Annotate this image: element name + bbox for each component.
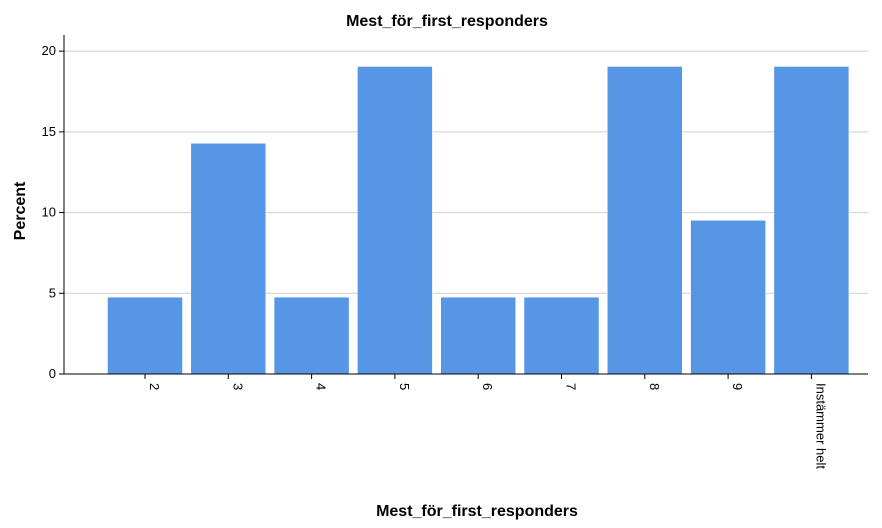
- x-tick-label: 2: [147, 383, 162, 390]
- bar: [523, 296, 600, 375]
- y-axis-ticks: 0 5 10 15 20: [42, 43, 64, 381]
- bar: [773, 66, 850, 375]
- bar: [190, 143, 267, 375]
- x-tick-label: 5: [397, 383, 412, 390]
- x-axis-title: Mest_för_first_responders: [376, 503, 578, 520]
- x-tick-label: Instämmer helt: [813, 383, 828, 469]
- chart-title: Mest_för_first_responders: [346, 13, 548, 30]
- x-tick-label: 9: [730, 383, 745, 390]
- bar: [440, 296, 516, 375]
- y-axis-title: Percent: [12, 181, 29, 240]
- y-tick-label: 20: [42, 43, 56, 58]
- x-tick-label: 8: [647, 383, 662, 390]
- x-tick-label: 6: [480, 383, 495, 390]
- x-tick-label: 7: [564, 383, 579, 390]
- x-tick-label: 3: [230, 383, 245, 390]
- axes: [63, 35, 868, 375]
- bar: [107, 296, 183, 375]
- bar: [607, 66, 683, 375]
- y-tick-label: 15: [42, 124, 56, 139]
- y-tick-label: 5: [49, 285, 56, 300]
- bars: [107, 66, 850, 375]
- x-tick-label: 4: [314, 383, 329, 390]
- bar: [357, 66, 433, 375]
- x-axis-ticks: 2 3 4 5 6 7 8 9 Instämmer helt: [144, 374, 828, 469]
- y-tick-label: 0: [49, 366, 56, 381]
- bar: [273, 296, 350, 375]
- y-tick-label: 10: [42, 205, 56, 220]
- bar: [690, 220, 766, 375]
